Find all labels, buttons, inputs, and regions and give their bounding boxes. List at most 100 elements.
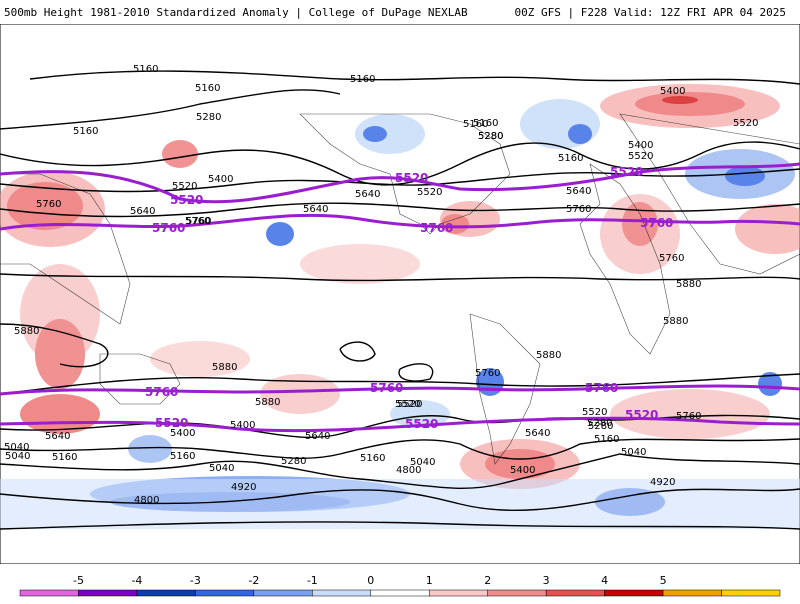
colorbar-tick-label: 5 <box>660 574 667 587</box>
contour-label: 5760 <box>566 204 591 215</box>
purple-contour-label: 5520 <box>610 165 643 179</box>
contour-label: 4920 <box>231 482 256 493</box>
contour-label: 5880 <box>676 279 701 290</box>
colorbar: -5 -4 -3 -2 -1 0 1 2 3 4 5 <box>0 570 800 600</box>
contour-label: 5640 <box>45 431 70 442</box>
contour-label: 5160 <box>73 126 98 137</box>
purple-contour-label: 5760 <box>420 221 453 235</box>
colorbar-swatch <box>487 589 547 597</box>
contour-label: 5160 <box>195 83 220 94</box>
purple-contour-label: 5760 <box>152 221 185 235</box>
purple-contour-label: 5520 <box>170 193 203 207</box>
contour-label: 5280 <box>588 421 613 432</box>
contour-label: 5160 <box>133 64 158 75</box>
colorbar-swatch <box>195 589 255 597</box>
colorbar-swatch <box>312 589 372 597</box>
contour-label: 5880 <box>212 362 237 373</box>
contour-label: 5160 <box>594 434 619 445</box>
contour-label: 5760 <box>36 199 61 210</box>
contour-label: 5400 <box>660 86 685 97</box>
model-run-info: 00Z GFS | F228 Valid: 12Z FRI APR 04 202… <box>514 6 786 19</box>
contour-label: 5280 <box>281 456 306 467</box>
purple-contour-label: 5520 <box>625 408 658 422</box>
colorbar-tick-label: -3 <box>190 574 201 587</box>
colorbar-tick-label: 4 <box>601 574 608 587</box>
contour-label: 5880 <box>14 326 39 337</box>
contour-label: 5280 <box>196 112 221 123</box>
contour-label: 5880 <box>536 350 561 361</box>
contour-label: 5160 <box>473 118 498 129</box>
contour-label: 5880 <box>255 397 280 408</box>
contour-label: 5520 <box>628 151 653 162</box>
colorbar-tick-label: -1 <box>307 574 318 587</box>
colorbar-tick-label: -4 <box>131 574 142 587</box>
chart-title: 500mb Height 1981-2010 Standardized Anom… <box>4 6 468 19</box>
colorbar-swatch <box>545 589 605 597</box>
contour-label: 5400 <box>510 465 535 476</box>
contour-label: 5280 <box>587 418 612 429</box>
contour-label: 5520 <box>395 399 420 410</box>
colorbar-tick-label: 3 <box>543 574 550 587</box>
height-contours <box>0 70 800 530</box>
colorbar-tick-label: 2 <box>484 574 491 587</box>
contour-label: 5040 <box>4 442 29 453</box>
contour-label: 5040 <box>410 457 435 468</box>
height-contour-labels: 5160 5160 5160 5160 5280 5160 5280 5400 … <box>4 64 758 506</box>
contour-label: 5640 <box>525 428 550 439</box>
contour-label: 5400 <box>208 174 233 185</box>
contour-label: 5640 <box>355 189 380 200</box>
contour-label: 5760 <box>185 216 210 227</box>
map-canvas: 5520 5520 5520 5760 5760 5760 5760 5760 … <box>0 23 800 565</box>
contour-label: 5040 <box>209 463 234 474</box>
contour-label: 4800 <box>134 495 159 506</box>
colorbar-swatch <box>370 589 430 597</box>
contour-label: 5400 <box>230 420 255 431</box>
purple-contour-label: 5760 <box>145 385 178 399</box>
contour-label: 5280 <box>478 131 503 142</box>
contour-label: 5520 <box>397 399 422 410</box>
colorbar-swatch <box>604 589 664 597</box>
colorbar-tick-label: -5 <box>73 574 84 587</box>
contour-label: 5640 <box>305 431 330 442</box>
contour-label: 5880 <box>663 316 688 327</box>
positive-anomaly-shading <box>0 84 800 489</box>
contour-label: 5160 <box>360 453 385 464</box>
contour-label: 5280 <box>478 131 503 142</box>
contour-label: 5640 <box>130 206 155 217</box>
contour-label: 4800 <box>396 465 421 476</box>
purple-contour-label: 5760 <box>370 381 403 395</box>
contour-label: 5640 <box>566 186 591 197</box>
colorbar-swatch <box>428 589 488 597</box>
colorbar-swatch <box>662 589 722 597</box>
colorbar-swatch <box>253 589 313 597</box>
highlight-contour-labels: 5520 5520 5520 5760 5760 5760 5760 5760 … <box>145 165 673 431</box>
colorbar-tick-label: -2 <box>248 574 259 587</box>
contour-label: 5520 <box>417 187 442 198</box>
colorbar-swatch <box>78 589 138 597</box>
contour-label: 5040 <box>621 447 646 458</box>
contour-label: 5160 <box>350 74 375 85</box>
negative-anomaly-shading <box>0 99 800 529</box>
contour-label: 5520 <box>733 118 758 129</box>
contour-label: 5760 <box>186 216 211 227</box>
contour-label: 5760 <box>659 253 684 264</box>
contour-label: 4920 <box>650 477 675 488</box>
purple-contour-label: 5520 <box>405 417 438 431</box>
contour-label: 5160 <box>52 452 77 463</box>
colorbar-tick-label: 1 <box>426 574 433 587</box>
colorbar-swatch <box>136 589 196 597</box>
colorbar-tick-label: 0 <box>367 574 374 587</box>
contour-label: 5160 <box>170 451 195 462</box>
colorbar-swatch <box>721 589 781 597</box>
contour-label: 5400 <box>628 140 653 151</box>
colorbar-swatch <box>19 589 79 597</box>
contour-label: 5040 <box>5 451 30 462</box>
purple-contour-label: 5760 <box>640 216 673 230</box>
purple-contour-label: 5760 <box>585 381 618 395</box>
purple-contour-label: 5520 <box>155 416 188 430</box>
highlight-contours <box>0 162 800 433</box>
contour-label: 5640 <box>303 204 328 215</box>
contour-label: 5400 <box>170 428 195 439</box>
contour-label: 5520 <box>172 181 197 192</box>
contour-label: 5760 <box>475 368 500 379</box>
